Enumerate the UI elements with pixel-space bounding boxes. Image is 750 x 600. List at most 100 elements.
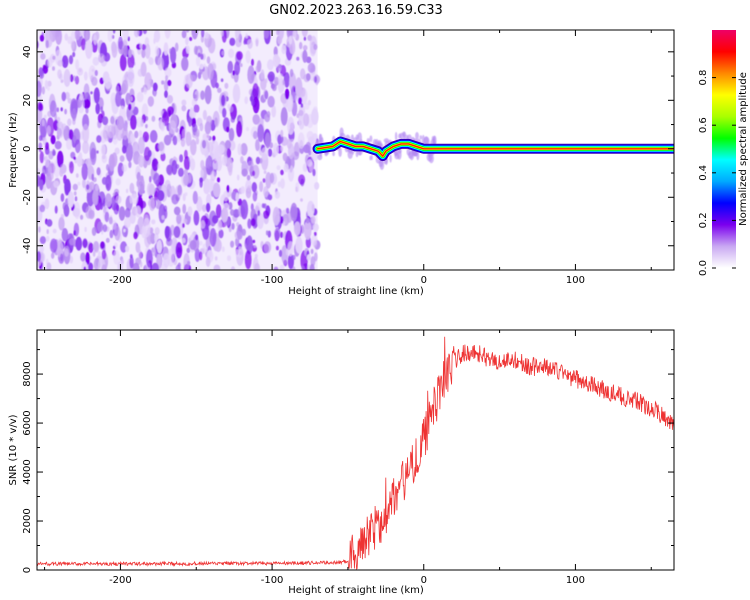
- signal-trace: [312, 127, 674, 170]
- noise-blob: [217, 87, 222, 94]
- noise-blob: [73, 222, 80, 237]
- trace-halo-blob: [338, 147, 342, 158]
- noise-blob: [314, 231, 317, 237]
- noise-blob: [119, 54, 127, 71]
- noise-blob: [81, 261, 88, 270]
- noise-blob: [169, 188, 172, 192]
- noise-blob: [52, 66, 55, 71]
- noise-blob: [183, 169, 188, 176]
- noise-blob: [71, 108, 77, 122]
- noise-blob: [127, 67, 135, 88]
- noise-blob: [45, 235, 50, 242]
- noise-blob: [130, 114, 137, 130]
- noise-blob: [235, 237, 240, 247]
- noise-blob: [69, 161, 74, 174]
- noise-blob: [145, 124, 148, 129]
- noise-blob: [245, 33, 248, 39]
- bottom-y-axis-label: SNR (10 * v/v): [8, 414, 19, 485]
- noise-blob: [220, 78, 224, 82]
- noise-blob: [112, 192, 116, 197]
- noise-blob: [151, 158, 159, 172]
- noise-blob: [110, 92, 117, 107]
- top-x-tick-label: -100: [261, 275, 284, 286]
- noise-blob: [97, 251, 101, 257]
- trace-halo-blob: [357, 132, 363, 143]
- noise-blob: [105, 193, 112, 208]
- noise-blob: [255, 139, 260, 152]
- noise-blob: [128, 161, 132, 169]
- noise-blob: [146, 249, 153, 268]
- noise-blob: [240, 156, 244, 164]
- noise-blob: [305, 141, 312, 154]
- noise-blob: [284, 88, 290, 100]
- noise-blob: [38, 135, 43, 142]
- top-y-tick-label: 0: [22, 146, 33, 152]
- noise-blob: [279, 65, 287, 77]
- noise-blob: [190, 75, 197, 82]
- bottom-x-tick-label: -100: [261, 575, 284, 586]
- noise-blob: [74, 75, 80, 85]
- noise-blob: [151, 262, 159, 270]
- noise-blob: [85, 206, 93, 219]
- noise-blob: [251, 182, 257, 193]
- noise-blob: [292, 30, 297, 39]
- noise-blob: [135, 241, 141, 253]
- noise-blob: [240, 186, 245, 194]
- noise-blob: [91, 173, 94, 181]
- noise-blob: [108, 216, 113, 225]
- noise-blob: [193, 210, 200, 226]
- noise-blob: [93, 87, 100, 104]
- noise-blob: [74, 196, 78, 202]
- noise-blob: [312, 139, 315, 146]
- noise-blob: [57, 59, 64, 67]
- noise-blob: [74, 139, 81, 154]
- trace-halo-blob: [423, 136, 430, 147]
- noise-blob: [52, 148, 56, 157]
- noise-blob: [161, 263, 168, 270]
- noise-blob: [175, 264, 181, 270]
- noise-blob: [280, 178, 285, 189]
- noise-blob: [295, 77, 303, 97]
- bottom-x-tick-label: 0: [421, 575, 427, 586]
- noise-blob: [54, 205, 58, 214]
- colorbar-tick-label: 0.2: [698, 212, 709, 228]
- noise-blob: [139, 200, 147, 209]
- noise-blob: [59, 168, 64, 177]
- noise-blob: [39, 179, 44, 191]
- noise-blob: [185, 131, 192, 147]
- noise-blob: [203, 178, 210, 195]
- noise-blob: [96, 135, 102, 143]
- noise-blob: [234, 30, 241, 41]
- noise-blob: [199, 63, 204, 70]
- noise-blob: [273, 142, 279, 156]
- noise-blob: [141, 48, 146, 59]
- noise-blob: [292, 254, 296, 261]
- noise-blob: [41, 86, 46, 95]
- noise-blob: [46, 125, 51, 135]
- noise-blob: [103, 124, 111, 142]
- noise-blob: [77, 67, 84, 76]
- top-y-axis-label: Frequency (Hz): [8, 112, 19, 188]
- noise-blob: [277, 181, 281, 188]
- noise-blob: [314, 182, 320, 190]
- noise-blob: [39, 204, 46, 213]
- noise-blob: [50, 135, 56, 145]
- noise-blob: [195, 55, 201, 67]
- noise-blob: [132, 262, 140, 270]
- noise-blob: [73, 191, 77, 196]
- noise-blob: [128, 48, 132, 58]
- trace-halo-blob: [369, 155, 372, 161]
- noise-blob: [228, 48, 235, 58]
- noise-blob: [183, 156, 191, 171]
- noise-blob: [185, 30, 190, 33]
- noise-blob: [295, 236, 303, 254]
- noise-blob: [237, 198, 243, 207]
- noise-blob: [157, 190, 165, 202]
- noise-blob: [215, 204, 222, 219]
- noise-blob: [151, 246, 156, 257]
- noise-blob: [257, 212, 264, 230]
- noise-blob: [85, 252, 90, 265]
- noise-blob: [39, 70, 45, 79]
